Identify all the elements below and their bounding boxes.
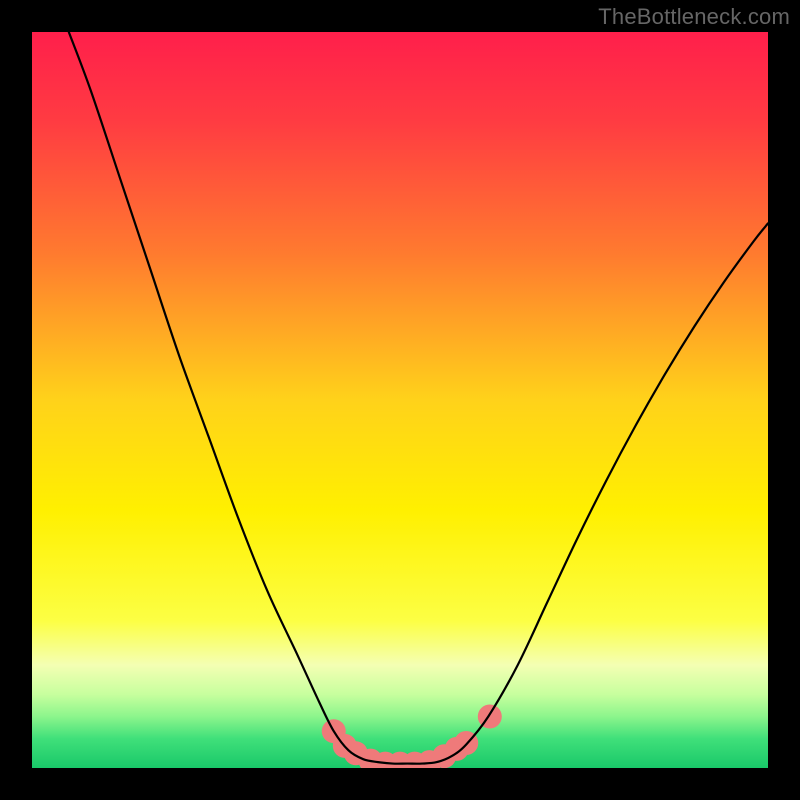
- watermark-text: TheBottleneck.com: [598, 4, 790, 30]
- chart-background: [32, 32, 768, 768]
- bottleneck-curve-chart: [32, 32, 768, 768]
